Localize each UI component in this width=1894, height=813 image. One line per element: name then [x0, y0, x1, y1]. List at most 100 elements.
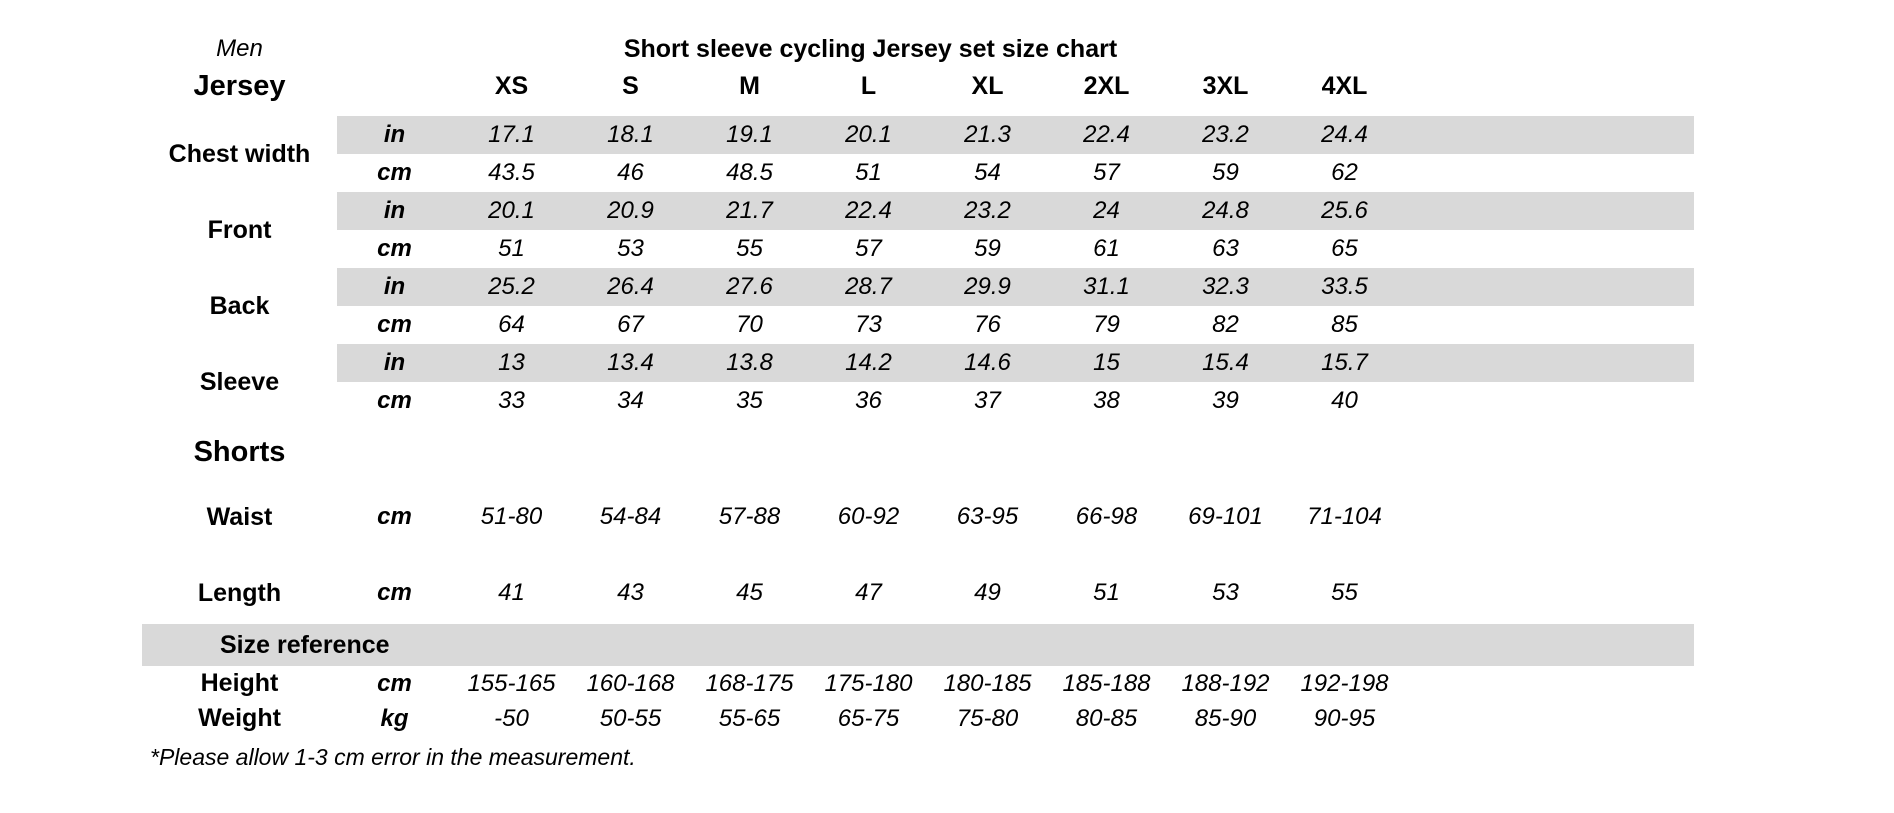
size-value-cell: 22.4: [809, 192, 928, 230]
size-value-cell: 33.5: [1285, 268, 1404, 306]
size-value-cell: 82: [1212, 311, 1239, 338]
size-value-cell: 188-192: [1181, 669, 1270, 697]
row-label: Weight: [198, 704, 281, 732]
band-spacer: [1404, 192, 1694, 230]
size-value-cell: 13.4: [571, 344, 690, 382]
waist-row: Waist cm 51-80 54-84 57-88 60-92 63-95 66-98 6…: [142, 496, 1894, 538]
length-row: Length cm 41 43 45 47 49 51 53 55: [142, 572, 1894, 614]
size-value-cell: 21.3: [928, 116, 1047, 154]
size-value-cell: 22.4: [1047, 116, 1166, 154]
size-value-cell: 63: [1212, 235, 1239, 262]
size-value-cell: 192-198: [1300, 669, 1389, 697]
size-column-header: M: [739, 71, 760, 100]
size-value-cell: 66-98: [1075, 503, 1138, 530]
size-value-cell: 31.1: [1047, 268, 1166, 306]
row-spacer: [1404, 666, 1694, 701]
unit-label: cm: [377, 503, 412, 530]
size-value-cell: 23.2: [1166, 116, 1285, 154]
title-row: Men Short sleeve cycling Jersey set size…: [142, 30, 1894, 68]
size-value-cell: 25.2: [452, 268, 571, 306]
right-spacer: [1404, 68, 1694, 104]
size-value-cell: 85: [1331, 311, 1358, 338]
size-value-cell: 17.1: [452, 116, 571, 154]
size-value-cell: 29.9: [928, 268, 1047, 306]
size-value-cell: 35: [736, 387, 763, 414]
size-value-cell: 25.6: [1285, 192, 1404, 230]
size-value-cell: 53: [1212, 579, 1239, 606]
measure-label: Sleeve: [199, 367, 280, 396]
gender-label: Men: [216, 35, 263, 62]
size-column-header: L: [860, 71, 877, 100]
size-value-cell: 51: [498, 235, 525, 262]
size-column-header: 4XL: [1321, 71, 1368, 100]
size-value-cell: 62: [1331, 159, 1358, 186]
size-value-cell: 36: [855, 387, 882, 414]
size-value-cell: 168-175: [705, 669, 794, 697]
unit-label: cm: [377, 387, 412, 414]
size-value-cell: 185-188: [1062, 669, 1151, 697]
measure-label: Back: [209, 291, 270, 320]
size-value-cell: 65-75: [837, 704, 900, 732]
size-value-cell: 15.7: [1285, 344, 1404, 382]
unit-label: in: [337, 116, 452, 154]
size-value-cell: 79: [1093, 311, 1120, 338]
size-value-cell: 69-101: [1188, 503, 1263, 530]
size-value-cell: 24.4: [1285, 116, 1404, 154]
size-value-cell: 54-84: [599, 503, 662, 530]
size-value-cell: 43.5: [488, 159, 535, 186]
size-value-cell: 51-80: [480, 503, 543, 530]
size-value-cell: 20.9: [571, 192, 690, 230]
unit-label: cm: [377, 579, 412, 606]
size-column-header: 2XL: [1083, 71, 1130, 100]
size-value-cell: 47: [855, 579, 882, 606]
size-value-cell: 71-104: [1307, 503, 1382, 530]
unit-label: cm: [377, 311, 412, 338]
row-label: Waist: [206, 502, 273, 531]
size-value-cell: 73: [855, 311, 882, 338]
band-spacer: [1404, 344, 1694, 382]
footnote: *Please allow 1-3 cm error in the measur…: [150, 744, 636, 770]
unit-label: cm: [377, 159, 412, 186]
size-value-cell: 24: [1047, 192, 1166, 230]
unit-label: in: [337, 268, 452, 306]
band-spacer: [1404, 268, 1694, 306]
size-value-cell: 57: [855, 235, 882, 262]
size-value-cell: 41: [498, 579, 525, 606]
size-value-cell: 15: [1047, 344, 1166, 382]
size-reference-band: Size reference: [142, 624, 1694, 666]
size-value-cell: 64: [498, 311, 525, 338]
row-spacer: [1404, 154, 1694, 192]
size-value-cell: 24.8: [1166, 192, 1285, 230]
size-value-cell: 61: [1093, 235, 1120, 262]
measure-section-sleeve: Sleeve in 13 13.4 13.8 14.2 14.6 15 15.4 15.7 c…: [142, 344, 1894, 420]
size-value-cell: 180-185: [943, 669, 1032, 697]
measure-section-back: Back in 25.2 26.4 27.6 28.7 29.9 31.1 32.3 33.5…: [142, 268, 1894, 344]
size-value-cell: 28.7: [809, 268, 928, 306]
row-spacer: [1404, 572, 1694, 614]
size-value-cell: 33: [498, 387, 525, 414]
size-value-cell: 32.3: [1166, 268, 1285, 306]
shorts-heading-row: Shorts: [142, 432, 1894, 472]
size-value-cell: 40: [1331, 387, 1358, 414]
size-value-cell: 55: [736, 235, 763, 262]
size-value-cell: 19.1: [690, 116, 809, 154]
size-value-cell: 20.1: [452, 192, 571, 230]
size-value-cell: 57-88: [718, 503, 781, 530]
size-value-cell: 45: [736, 579, 763, 606]
unit-label: cm: [377, 669, 412, 697]
size-value-cell: 21.7: [690, 192, 809, 230]
size-value-cell: 54: [974, 159, 1001, 186]
weight-row: Weight kg -50 50-55 55-65 65-75 75-80 80-85 85…: [142, 701, 1894, 736]
size-chart-page: Men Short sleeve cycling Jersey set size…: [142, 30, 1894, 770]
size-chart-title: Short sleeve cycling Jersey set size cha…: [623, 34, 1118, 63]
size-value-cell: 43: [617, 579, 644, 606]
row-spacer: [1404, 496, 1694, 538]
size-value-cell: 18.1: [571, 116, 690, 154]
unit-label: kg: [380, 704, 409, 732]
size-value-cell: 70: [736, 311, 763, 338]
size-value-cell: 75-80: [956, 704, 1019, 732]
shorts-section-heading: Shorts: [193, 435, 286, 468]
height-row: Height cm 155-165 160-168 168-175 175-180 18…: [142, 666, 1894, 701]
unit-label: in: [337, 344, 452, 382]
size-value-cell: 55-65: [718, 704, 781, 732]
